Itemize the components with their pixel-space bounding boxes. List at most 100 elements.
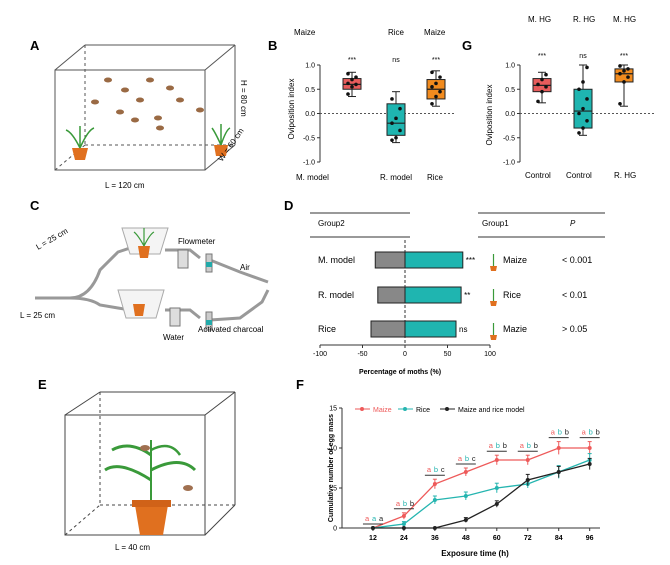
significance-letter: a xyxy=(458,454,463,463)
significance-letter: b xyxy=(465,454,469,463)
x-tick-label: -50 xyxy=(357,351,367,358)
x-tick-label: 96 xyxy=(586,535,594,542)
p-value-label: < 0.01 xyxy=(562,290,587,300)
series-point xyxy=(401,526,406,530)
data-point xyxy=(354,75,358,79)
significance-label: *** xyxy=(620,53,628,60)
group2-row-label: R. model xyxy=(318,290,354,300)
x-tick-label: 0 xyxy=(403,351,407,358)
series-point xyxy=(401,522,406,526)
legend-maize-label: Maize xyxy=(373,407,392,414)
group2-row-label: Rice xyxy=(318,324,336,334)
flowmeter-icon xyxy=(205,311,213,331)
p-value-label: > 0.05 xyxy=(562,324,587,334)
panel-b-label: B xyxy=(268,38,277,53)
data-point xyxy=(346,92,350,96)
data-point xyxy=(536,82,540,87)
flowmeter-label: Flowmeter xyxy=(178,237,216,246)
series-point xyxy=(556,446,561,450)
d-bars: -100 -50 0 50 100 M. model *** Maize < 0.001 R. m… xyxy=(313,240,592,358)
y-tick-label: 5 xyxy=(333,486,337,493)
data-point xyxy=(544,85,548,89)
significance-letter: b xyxy=(434,465,438,474)
bar-negative xyxy=(370,320,406,338)
moth-icons xyxy=(91,77,204,131)
series-point xyxy=(494,486,499,490)
y-tick-label: -0.5 xyxy=(303,135,315,142)
data-point xyxy=(577,111,581,116)
panel-f: F Cumulative number of egg mass Exposure… xyxy=(296,377,600,558)
data-point xyxy=(622,80,626,84)
g-bottom-label-1: Control xyxy=(525,171,551,180)
p-header: P xyxy=(570,219,576,228)
plant-pot-icon xyxy=(490,301,497,306)
legend-model-label: Maize and rice model xyxy=(458,407,525,414)
panel-b: B Maize Rice Maize M. model R. model Ric… xyxy=(268,28,455,182)
data-point xyxy=(350,77,354,82)
significance-letter: a xyxy=(427,465,432,474)
data-point xyxy=(544,72,548,77)
series-point xyxy=(494,502,499,506)
series-point xyxy=(463,494,468,498)
y-tick-label: 0.0 xyxy=(305,111,315,118)
b-axis: 1.0 0.5 0.0 -0.5 -1.0 xyxy=(303,63,455,167)
height-label: H = 80 cm xyxy=(239,80,248,117)
significance-letter: c xyxy=(472,454,476,463)
data-point xyxy=(398,106,402,111)
tube-length-label-1: L = 25 cm xyxy=(35,226,70,251)
data-point xyxy=(581,80,585,84)
series-point xyxy=(556,470,561,474)
series-point xyxy=(494,458,499,462)
significance-letter: c xyxy=(441,465,445,474)
data-point xyxy=(398,128,402,133)
significance-label: ns xyxy=(579,53,587,60)
y-tick-label: -0.5 xyxy=(503,135,515,142)
y-tick-label: 0.0 xyxy=(505,111,515,118)
panel-d: D Group2 Group1 P -100 -50 0 50 100 M. model *… xyxy=(284,198,605,376)
significance-letter: a xyxy=(379,514,384,523)
legend-maize-marker xyxy=(360,407,364,411)
significance-letter: b xyxy=(534,441,538,450)
y-tube-flask-bottom xyxy=(117,289,165,319)
group1-row-label: Rice xyxy=(503,290,521,300)
x-tick-label: 24 xyxy=(400,535,408,542)
data-point xyxy=(622,69,626,73)
data-point xyxy=(540,77,544,82)
x-tick-label: 48 xyxy=(462,535,470,542)
significance-label: *** xyxy=(466,256,475,265)
panel-d-label: D xyxy=(284,198,293,213)
g-top-label-1: M. HG xyxy=(528,15,551,24)
data-point xyxy=(434,81,438,86)
x-tick-label: -100 xyxy=(313,351,327,358)
water-label: Water xyxy=(163,333,184,342)
significance-letter: a xyxy=(489,441,494,450)
significance-letter: a xyxy=(551,428,556,437)
series-line xyxy=(372,459,590,529)
series-point xyxy=(587,462,592,466)
significance-letter: b xyxy=(527,441,531,450)
bar-positive xyxy=(404,320,457,338)
panel-e: E L = 40 cm xyxy=(38,377,236,552)
series-point xyxy=(401,514,406,518)
y-tick-label: 1.0 xyxy=(505,63,515,70)
data-point xyxy=(581,106,585,111)
significance-letter: b xyxy=(589,428,593,437)
data-point xyxy=(390,121,394,125)
data-point xyxy=(394,135,398,140)
bar-positive xyxy=(404,286,462,304)
x-tick-label: 72 xyxy=(524,535,532,542)
significance-label: *** xyxy=(432,57,440,64)
g-top-label-2: R. HG xyxy=(573,15,595,24)
group1-header: Group1 xyxy=(482,219,509,228)
x-tick-label: 12 xyxy=(369,535,377,542)
f-x-axis-label: Exposure time (h) xyxy=(441,549,509,558)
series-point xyxy=(463,470,468,474)
b-top-label-2: Rice xyxy=(388,28,405,37)
significance-letter: a xyxy=(520,441,525,450)
g-axis: 1.0 0.5 0.0 -0.5 -1.0 xyxy=(503,63,655,167)
data-point xyxy=(346,81,350,86)
series-point xyxy=(525,478,530,482)
f-y-axis-label: Cumulative number of egg mass xyxy=(328,414,335,522)
series-point xyxy=(587,446,592,450)
